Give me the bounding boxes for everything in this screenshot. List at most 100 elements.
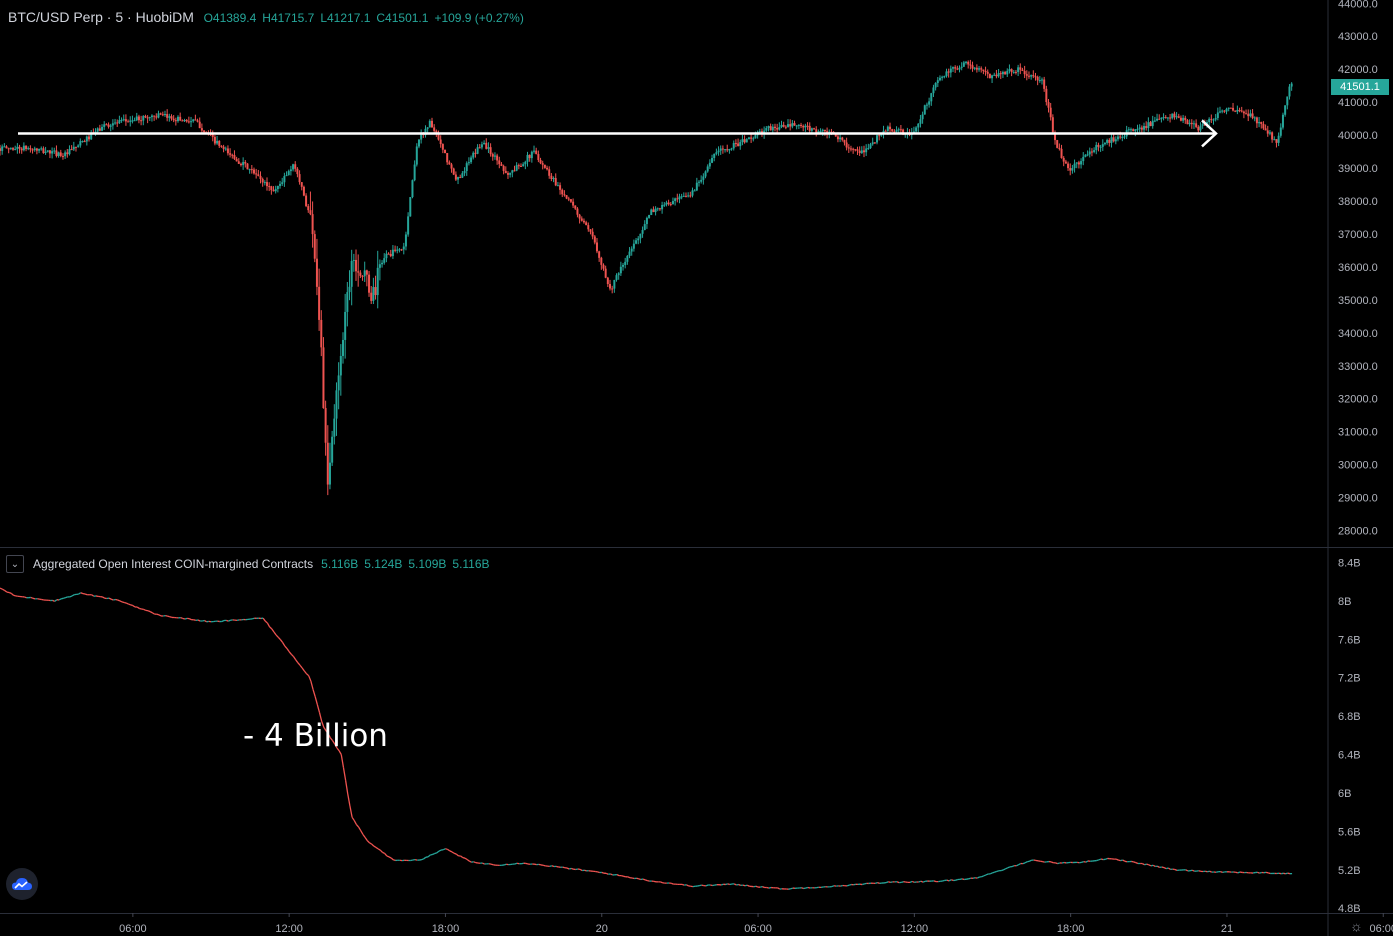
- oi-segment: [10, 592, 14, 596]
- candle-body: [1084, 154, 1087, 157]
- oi-segment: [80, 592, 84, 595]
- candle-body: [658, 208, 661, 210]
- candle-body: [886, 126, 889, 131]
- candle-body: [1184, 117, 1187, 121]
- candle-body: [576, 208, 579, 215]
- candle-body: [192, 119, 195, 122]
- candle-body: [860, 150, 863, 154]
- oi-segment: [1237, 871, 1241, 874]
- candle-body: [259, 175, 262, 179]
- horizontal-ray-drawing[interactable]: [18, 119, 1218, 148]
- candle-body: [1097, 144, 1100, 147]
- oi-segment: [336, 747, 340, 752]
- candle-body: [711, 157, 714, 163]
- chevron-down-icon[interactable]: ⌄: [6, 555, 24, 573]
- time-axis[interactable]: 06:00 12:00 18:00 20 06:00 12:00 18:00 21 06:00: [119, 913, 1393, 935]
- candle-body: [12, 148, 15, 150]
- oi-segment: [996, 870, 1000, 872]
- arrow-head-icon: [1201, 119, 1218, 148]
- candle-body: [400, 249, 403, 251]
- candle-body: [105, 124, 108, 126]
- oi-segment: [994, 870, 998, 873]
- oi-segment: [460, 855, 464, 859]
- time-tick-label: 06:00: [1369, 923, 1393, 935]
- candle-body: [602, 264, 605, 269]
- candle-body: [719, 148, 722, 151]
- oi-segment: [275, 634, 279, 638]
- candle-body: [773, 126, 776, 129]
- oi-segment: [1135, 862, 1139, 865]
- symbol-title[interactable]: BTC/USD Perp · 5 · HuobiDM: [8, 9, 194, 25]
- oi-segment: [551, 865, 555, 868]
- candle-body: [315, 258, 318, 287]
- candle-body: [856, 149, 859, 151]
- oi-segment: [1205, 870, 1208, 873]
- candle-body: [793, 123, 796, 126]
- indicator-legend[interactable]: ⌄ Aggregated Open Interest COIN-margined…: [6, 555, 496, 573]
- oi-segment: [455, 853, 459, 857]
- candle-body: [769, 126, 772, 131]
- candle-body: [407, 216, 410, 235]
- candle-body: [365, 270, 368, 275]
- candle-body: [563, 194, 566, 196]
- candle-body: [1266, 130, 1269, 134]
- oi-segment: [375, 846, 379, 850]
- candle-body: [973, 67, 976, 69]
- candle-body: [543, 164, 546, 168]
- gear-icon[interactable]: ☼: [1350, 918, 1363, 934]
- oi-segment: [503, 863, 507, 866]
- candle-body: [986, 71, 989, 74]
- candle-body: [865, 148, 868, 153]
- oi-segment: [314, 696, 319, 705]
- candle-body: [546, 167, 549, 170]
- candle-body: [782, 124, 785, 127]
- symbol-legend[interactable]: BTC/USD Perp · 5 · HuobiDM O41389.4 H4171…: [8, 9, 530, 25]
- oi-segment: [909, 880, 913, 883]
- price-axis[interactable]: 44000.0 43000.0 42000.0 41000.0 40000.0 39000…: [1338, 0, 1378, 538]
- oi-tick-label: 4.8B: [1338, 903, 1361, 915]
- candle-body: [90, 132, 93, 140]
- candle-body: [619, 266, 622, 274]
- cloud-logo-icon[interactable]: [6, 868, 38, 900]
- candle-body: [116, 122, 119, 124]
- oi-segment: [78, 592, 82, 595]
- oi-axis[interactable]: 8.4B 8B 7.6B 7.2B 6.8B 6.4B 6B 5.6B 5.2B 4.8B: [1338, 557, 1361, 915]
- oi-segment: [1191, 869, 1195, 872]
- candle-body: [142, 116, 145, 121]
- candle-body: [16, 146, 19, 149]
- oi-segment: [1157, 865, 1160, 868]
- change-value: +109.9 (+0.27%): [434, 11, 524, 25]
- candle-body: [179, 116, 182, 121]
- indicator-title[interactable]: Aggregated Open Interest COIN-margined C…: [33, 557, 314, 571]
- candle-body: [242, 162, 245, 166]
- candle-body: [3, 146, 6, 148]
- oi-segment: [1148, 864, 1152, 867]
- candle-body: [732, 143, 735, 149]
- oi-segment: [266, 622, 271, 628]
- candle-body: [689, 195, 692, 197]
- price-tick-label: 43000.0: [1338, 31, 1378, 43]
- oi-segment: [742, 884, 746, 887]
- candle-body: [324, 408, 327, 443]
- candle-body: [417, 139, 420, 147]
- candle-body: [394, 249, 397, 251]
- candle-body: [580, 218, 583, 221]
- candle-body: [787, 124, 790, 127]
- candle-body: [548, 169, 551, 176]
- candle-body: [1290, 83, 1293, 87]
- candle-body: [1095, 144, 1098, 151]
- candle-body: [1034, 76, 1037, 78]
- price-candles: [0, 59, 1293, 496]
- candle-body: [146, 117, 149, 119]
- candle-body: [1073, 163, 1076, 169]
- candle-body: [177, 116, 180, 122]
- oi-segment: [642, 878, 646, 881]
- oi-segment: [1050, 861, 1054, 864]
- oi-segment: [277, 636, 281, 641]
- candle-body: [1114, 139, 1117, 142]
- candle-body: [535, 150, 538, 154]
- oi-segment: [918, 880, 922, 883]
- candle-body: [385, 253, 388, 259]
- candle-body: [917, 123, 920, 128]
- candle-body: [765, 128, 768, 131]
